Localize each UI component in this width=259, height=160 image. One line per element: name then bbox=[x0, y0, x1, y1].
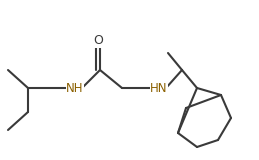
Text: HN: HN bbox=[150, 81, 168, 95]
Text: O: O bbox=[93, 35, 103, 48]
Text: NH: NH bbox=[66, 81, 84, 95]
